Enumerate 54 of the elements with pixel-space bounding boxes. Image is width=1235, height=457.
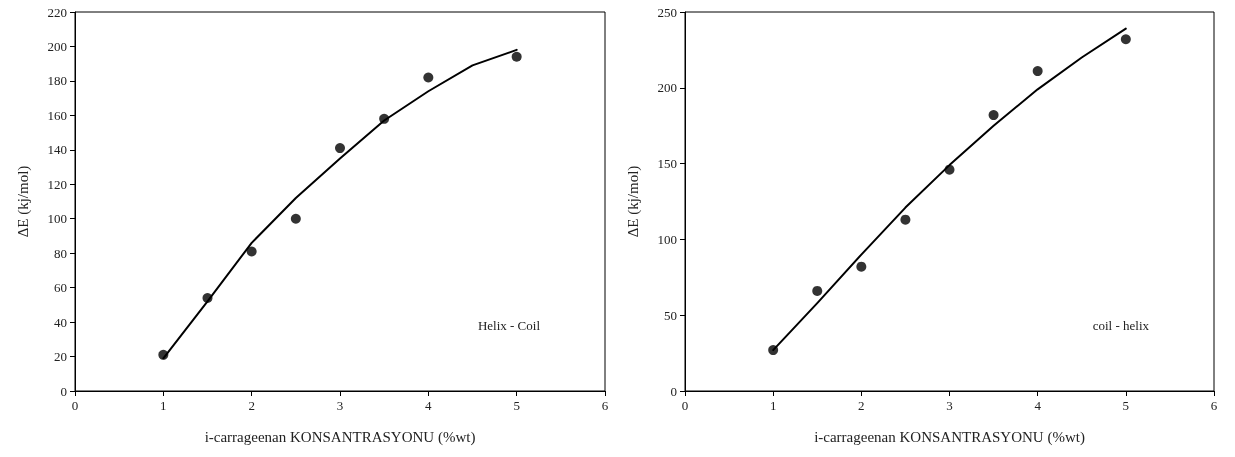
y-tick-label: 40 (54, 314, 67, 330)
x-tick-label: 3 (946, 398, 953, 413)
point (379, 113, 390, 124)
x-axis-title: i-carrageenan KONSANTRASYONU (%wt) (204, 428, 476, 446)
point (768, 345, 779, 356)
point (944, 164, 955, 175)
y-tick-label: 200 (47, 38, 67, 54)
point (290, 213, 301, 224)
x-tick-label: 2 (858, 398, 865, 413)
y-tick-label: 180 (47, 73, 67, 89)
y-tick-label: 160 (47, 107, 67, 123)
point (900, 214, 911, 225)
y-tick-label: 100 (47, 211, 67, 227)
y-tick-label: 80 (54, 245, 67, 261)
y-tick-label: 20 (54, 349, 67, 365)
y-tick-label: 60 (54, 280, 67, 296)
y-tick-label: 200 (657, 80, 677, 96)
point (246, 246, 257, 257)
y-tick-label: 120 (47, 176, 67, 192)
y-tick-label: 50 (664, 307, 677, 323)
y-tick-label: 0 (670, 383, 677, 399)
x-tick-label: 3 (336, 398, 344, 413)
point (158, 349, 169, 360)
y-axis-title: ΔE (kj/mol) (14, 165, 32, 238)
y-tick-label: 250 (657, 4, 677, 20)
x-tick-label: 5 (513, 398, 520, 413)
point (335, 143, 345, 154)
x-tick-label: 6 (1210, 398, 1218, 413)
x-tick-label: 1 (769, 398, 777, 413)
point (856, 261, 867, 272)
y-tick-label: 100 (657, 231, 677, 247)
point (1032, 66, 1043, 77)
point (988, 110, 999, 121)
y-tick-label: 0 (60, 383, 67, 399)
x-tick-label: 6 (601, 398, 609, 413)
x-tick-label: 4 (425, 398, 433, 413)
point (1120, 34, 1131, 45)
annotation: coil - helix (1092, 318, 1150, 333)
y-tick-label: 220 (47, 4, 67, 20)
y-axis-title: ΔE (kj/mol) (624, 165, 642, 238)
x-axis-title: i-carrageenan KONSANTRASYONU (%wt) (814, 428, 1085, 446)
x-tick-label: 0 (681, 398, 689, 413)
point (812, 285, 823, 296)
x-tick-label: 1 (160, 398, 167, 413)
annotation: Helix - Coil (477, 318, 541, 333)
x-tick-label: 5 (1122, 398, 1130, 413)
x-tick-label: 2 (248, 398, 255, 413)
y-tick-label: 150 (657, 156, 677, 172)
x-tick-label: 0 (71, 398, 79, 413)
point (202, 292, 213, 303)
x-tick-label: 4 (1034, 398, 1042, 413)
point (423, 72, 434, 83)
y-tick-label: 140 (47, 142, 67, 158)
point (511, 51, 522, 62)
